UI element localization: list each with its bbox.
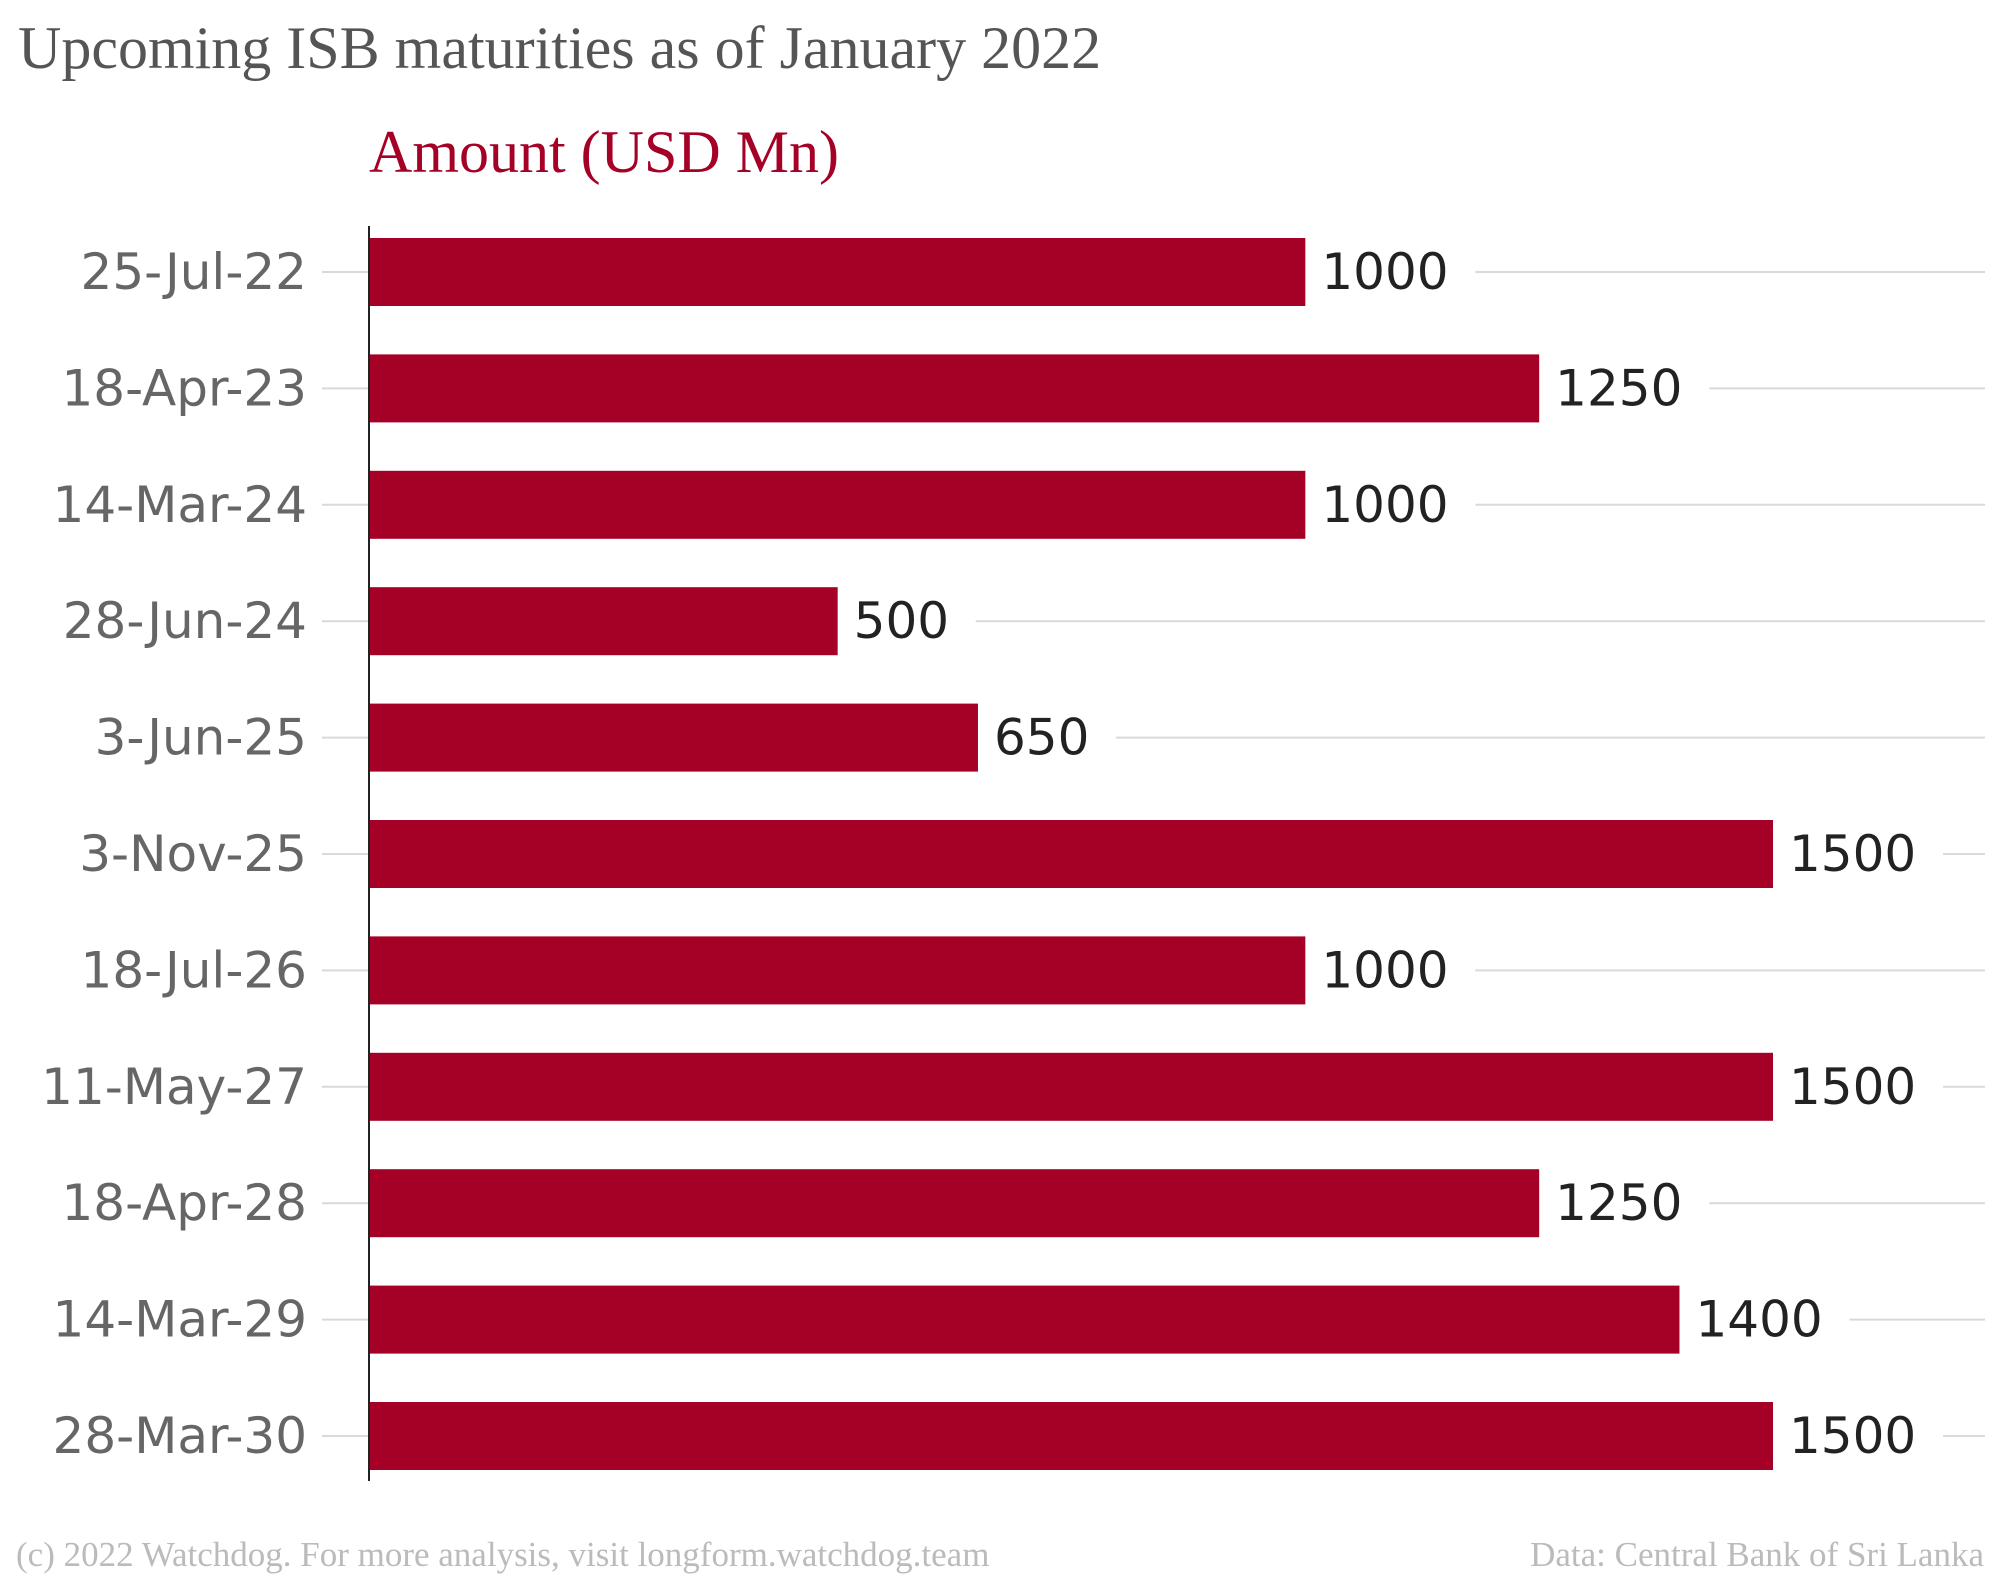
bar — [370, 354, 1540, 423]
bar — [370, 936, 1306, 1005]
category-label: 3-Jun-25 — [95, 709, 307, 767]
bar — [370, 238, 1306, 306]
footer-credit: (c) 2022 Watchdog. For more analysis, vi… — [16, 1535, 990, 1574]
category-label: 18-Jul-26 — [81, 941, 307, 999]
value-label: 1500 — [1789, 1407, 1916, 1465]
footer-source: Data: Central Bank of Sri Lanka — [1530, 1535, 1984, 1574]
category-label: 25-Jul-22 — [81, 243, 307, 301]
value-label: 1250 — [1555, 1174, 1682, 1232]
value-label: 1000 — [1321, 243, 1448, 301]
bar — [370, 587, 838, 656]
category-label: 18-Apr-23 — [61, 359, 307, 417]
chart-subtitle: Amount (USD Mn) — [369, 119, 840, 185]
chart-title: Upcoming ISB maturities as of January 20… — [18, 15, 1102, 81]
tick-layer: 25-Jul-22 18-Apr-23 14-Mar-24 28-Jun-24 3-Ju… — [41, 243, 368, 1465]
value-label: 1000 — [1321, 476, 1448, 534]
value-label: 1400 — [1695, 1291, 1822, 1349]
bar — [370, 1052, 1773, 1121]
category-label: 18-Apr-28 — [61, 1174, 307, 1232]
value-label: 1500 — [1789, 1058, 1916, 1116]
category-label: 11-May-27 — [41, 1058, 307, 1116]
bar — [370, 1402, 1773, 1470]
grid-layer — [975, 271, 1985, 1437]
value-label: 650 — [994, 709, 1089, 767]
category-label: 3-Nov-25 — [79, 825, 307, 883]
category-label: 14-Mar-24 — [53, 476, 307, 534]
value-label: 500 — [854, 592, 949, 650]
label-layer: 1000 1250 1000 500 650 1500 1000 1500 1250 1400 15… — [854, 243, 1917, 1465]
category-label: 28-Mar-30 — [53, 1407, 307, 1465]
category-label: 28-Jun-24 — [63, 592, 307, 650]
bar-layer — [370, 238, 1773, 1470]
bar — [370, 820, 1773, 888]
value-label: 1000 — [1321, 941, 1448, 999]
bar — [370, 470, 1306, 539]
value-label: 1250 — [1555, 359, 1682, 417]
bar — [370, 703, 978, 772]
bar — [370, 1169, 1540, 1238]
bar — [370, 1285, 1680, 1354]
category-label: 14-Mar-29 — [53, 1291, 307, 1349]
value-label: 1500 — [1789, 825, 1916, 883]
